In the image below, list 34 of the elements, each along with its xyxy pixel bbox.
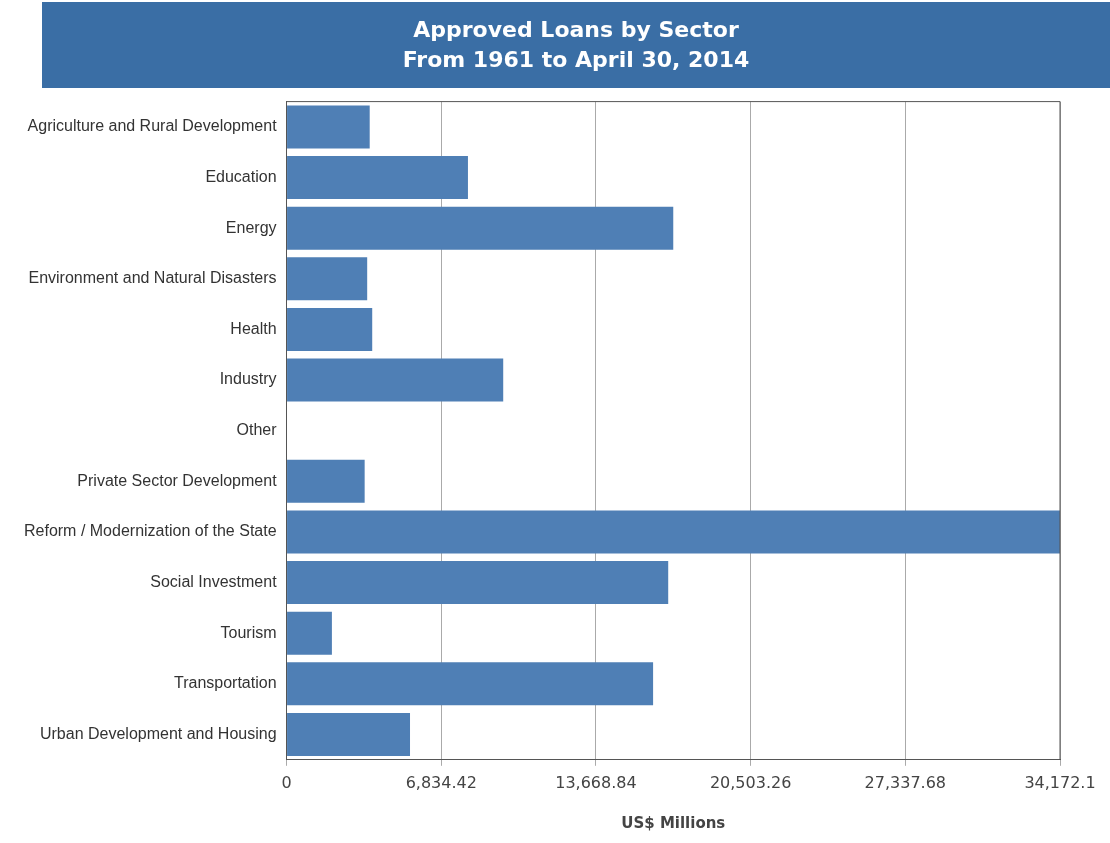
bar: [287, 611, 332, 655]
bar: [287, 510, 1060, 554]
chart-subtitle: From 1961 to April 30, 2014: [401, 46, 751, 74]
bar: [287, 561, 669, 605]
bar: [287, 257, 368, 301]
y-tick-label: Education: [205, 167, 277, 185]
x-tick-label: 13,668.84: [555, 772, 637, 792]
x-tick-label: 0: [281, 772, 292, 792]
bar: [287, 662, 654, 706]
bar: [287, 358, 504, 402]
x-tick-label: 34,172.1: [1024, 772, 1096, 792]
y-tick-label: Other: [236, 421, 278, 439]
chart-title: Approved Loans by Sector: [412, 16, 740, 44]
y-tick-label: Industry: [219, 370, 277, 388]
y-tick-label: Urban Development and Housing: [39, 724, 277, 742]
bar: [287, 206, 674, 250]
bar: [287, 307, 373, 351]
y-tick-label: Agriculture and Rural Development: [27, 117, 278, 135]
x-tick-label: 20,503.26: [709, 772, 792, 792]
y-tick-label: Social Investment: [150, 573, 278, 590]
x-tick-label: 6,834.42: [405, 772, 477, 792]
y-tick-label: Transportation: [173, 674, 277, 692]
y-tick-label: Environment and Natural Disasters: [28, 269, 277, 287]
x-axis-title: US$ Millions: [621, 813, 726, 832]
x-tick-label: 27,337.68: [864, 772, 947, 792]
bar: [287, 459, 365, 503]
y-tick-label: Health: [230, 319, 277, 337]
y-tick-label: Energy: [225, 218, 277, 236]
y-tick-label: Private Sector Development: [77, 471, 278, 489]
bar: [287, 156, 468, 200]
bar: [287, 712, 411, 756]
y-tick-label: Tourism: [220, 623, 277, 641]
y-tick-label: Reform / Modernization of the State: [23, 522, 277, 540]
bar: [287, 105, 370, 149]
